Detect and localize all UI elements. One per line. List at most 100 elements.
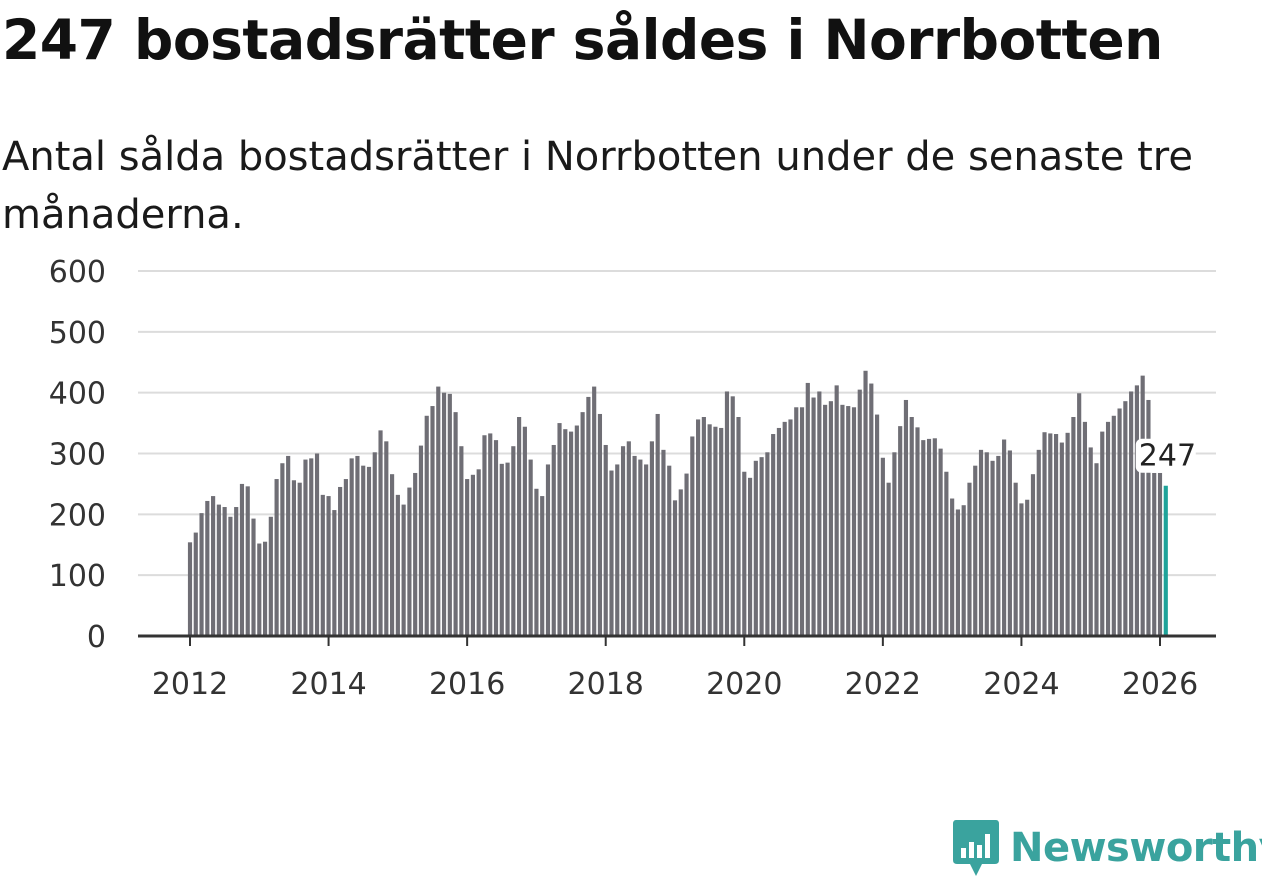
bar bbox=[1013, 482, 1018, 636]
bar bbox=[545, 464, 551, 636]
bar bbox=[840, 404, 845, 636]
bar bbox=[667, 465, 672, 636]
bar bbox=[776, 427, 782, 636]
y-tick-label: 200 bbox=[49, 498, 106, 533]
bar bbox=[551, 444, 556, 636]
bar bbox=[476, 469, 481, 636]
x-tick-label: 2022 bbox=[845, 667, 921, 702]
bar bbox=[1059, 442, 1064, 636]
bar bbox=[857, 389, 862, 637]
bar bbox=[228, 516, 233, 636]
bar bbox=[187, 542, 193, 636]
bar bbox=[1042, 432, 1047, 636]
bar bbox=[251, 518, 256, 636]
bar bbox=[314, 453, 320, 636]
bar bbox=[944, 471, 949, 636]
bar bbox=[390, 474, 395, 636]
bar bbox=[915, 427, 920, 636]
bar bbox=[384, 441, 389, 636]
bar bbox=[690, 436, 695, 636]
bar bbox=[1123, 401, 1128, 636]
bar bbox=[505, 462, 510, 637]
x-tick-label: 2024 bbox=[983, 667, 1059, 702]
bar bbox=[909, 417, 914, 636]
bar bbox=[1140, 375, 1145, 636]
bar bbox=[753, 460, 758, 636]
bar bbox=[199, 513, 204, 636]
bar bbox=[875, 414, 880, 636]
bar bbox=[655, 413, 660, 636]
bar bbox=[366, 466, 372, 636]
bar bbox=[730, 396, 735, 636]
bar bbox=[592, 386, 597, 636]
bar bbox=[851, 407, 857, 636]
bar bbox=[1111, 415, 1116, 636]
x-tick-label: 2018 bbox=[568, 667, 644, 702]
bar bbox=[378, 430, 383, 636]
bar bbox=[568, 431, 574, 636]
bar bbox=[1117, 408, 1122, 636]
bar bbox=[1065, 432, 1070, 636]
bar bbox=[326, 496, 331, 636]
bar bbox=[216, 504, 221, 636]
bar bbox=[338, 486, 343, 636]
bar bbox=[1146, 399, 1151, 636]
bar bbox=[880, 457, 885, 636]
bar bbox=[811, 397, 816, 636]
bar bbox=[274, 479, 279, 636]
bar bbox=[280, 463, 285, 636]
bar bbox=[1030, 474, 1036, 636]
bar bbox=[465, 479, 470, 636]
bar bbox=[1019, 503, 1024, 636]
bar bbox=[644, 464, 649, 636]
bar bbox=[1157, 472, 1163, 636]
bar bbox=[1094, 463, 1099, 636]
bar bbox=[724, 391, 730, 636]
bar bbox=[713, 426, 718, 636]
y-tick-label: 600 bbox=[49, 255, 106, 290]
bar bbox=[303, 459, 308, 636]
bar bbox=[1152, 472, 1157, 636]
y-tick-label: 400 bbox=[49, 377, 106, 412]
bar bbox=[459, 446, 464, 636]
bar bbox=[771, 434, 776, 636]
y-tick-label: 0 bbox=[87, 620, 106, 655]
bar bbox=[268, 516, 273, 636]
bar bbox=[973, 465, 978, 636]
bar bbox=[499, 463, 504, 636]
y-tick-label: 500 bbox=[49, 316, 106, 351]
bar bbox=[938, 448, 943, 636]
bar bbox=[996, 455, 1001, 636]
bar bbox=[401, 504, 406, 636]
bar bbox=[395, 494, 400, 636]
last-value-label: 247 bbox=[1139, 439, 1196, 474]
x-tick-label: 2014 bbox=[290, 667, 366, 702]
bar bbox=[1088, 447, 1093, 636]
x-tick-label: 2012 bbox=[152, 667, 228, 702]
bar bbox=[632, 455, 637, 636]
bar bbox=[413, 472, 418, 636]
bar bbox=[1002, 439, 1007, 636]
bar bbox=[441, 392, 447, 636]
bar bbox=[898, 426, 903, 637]
bar bbox=[355, 455, 360, 636]
bar bbox=[349, 458, 354, 636]
brand-name: Newsworthy bbox=[1010, 825, 1262, 871]
bar bbox=[1129, 391, 1134, 636]
bar bbox=[372, 452, 377, 636]
bar bbox=[297, 482, 302, 636]
bar bbox=[684, 473, 689, 636]
bar bbox=[863, 370, 868, 636]
bar bbox=[291, 480, 297, 636]
bar bbox=[574, 425, 579, 636]
bar bbox=[707, 424, 712, 636]
bar bbox=[926, 438, 932, 636]
y-tick-label: 100 bbox=[49, 559, 106, 594]
bar bbox=[540, 496, 545, 636]
bar bbox=[320, 494, 325, 636]
bar bbox=[563, 429, 568, 636]
bar-chart-pin-icon bbox=[953, 820, 999, 876]
bar bbox=[522, 426, 527, 636]
bar bbox=[678, 489, 683, 636]
